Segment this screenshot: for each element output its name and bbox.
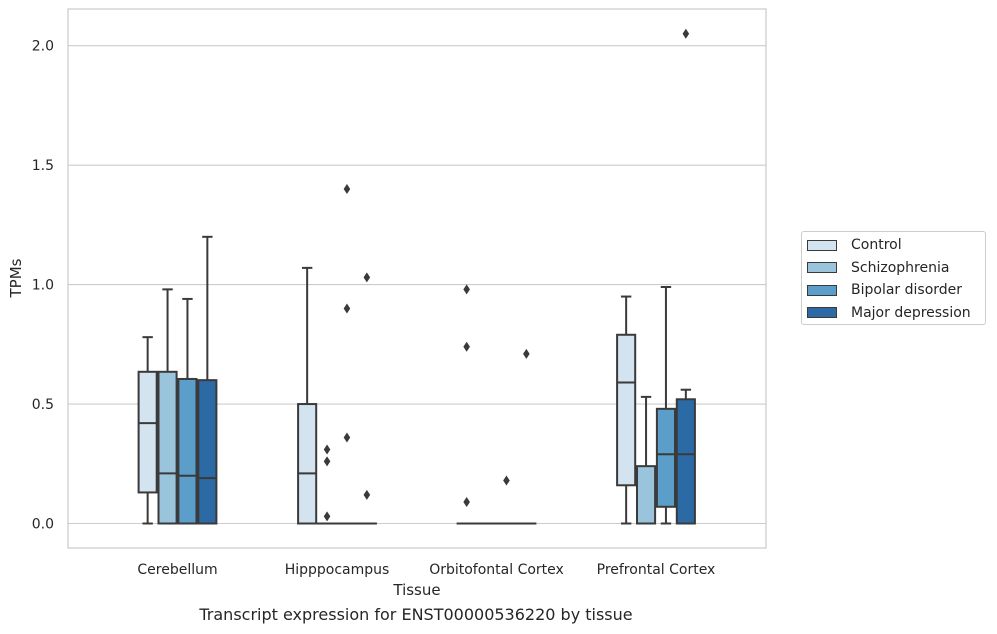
box-control-orbitofontal-cortex xyxy=(456,284,477,525)
legend-label: Control xyxy=(851,237,902,253)
outlier-point xyxy=(503,475,510,486)
outlier-point xyxy=(343,303,351,314)
box-schizophrenia-prefrontal-cortex xyxy=(636,395,657,525)
outlier-point xyxy=(463,284,470,295)
box-bipolar-disorder-orbitofontal-cortex xyxy=(496,475,517,525)
box-control-cerebellum xyxy=(137,336,158,525)
outlier-point xyxy=(363,489,371,500)
box xyxy=(675,398,696,525)
box xyxy=(157,370,178,525)
outlier-point xyxy=(363,272,371,283)
legend-item-schizophrenia: Schizophrenia xyxy=(807,258,949,278)
box-major-depression-cerebellum xyxy=(197,235,218,525)
x-axis-ticks: Cerebellum Hipppocampus Orbitofontal Corte… xyxy=(137,562,715,578)
box-major-depression-orbitofontal-cortex xyxy=(516,348,537,525)
legend-label: Bipolar disorder xyxy=(851,282,963,298)
box-control-prefrontal-cortex xyxy=(616,295,637,525)
box xyxy=(177,377,198,525)
outlier-point xyxy=(343,432,351,443)
outlier-point xyxy=(343,184,351,195)
box xyxy=(616,333,637,487)
box xyxy=(636,465,657,525)
legend-swatch xyxy=(807,307,837,318)
y-axis-label: TPMs xyxy=(7,258,25,298)
box-bipolar-disorder-prefrontal-cortex xyxy=(655,285,677,525)
y-tick-label: 1.0 xyxy=(32,278,54,294)
box-bipolar-disorder-cerebellum xyxy=(177,297,198,525)
legend-label: Schizophrenia xyxy=(851,259,950,276)
y-tick-label: 2.0 xyxy=(32,39,54,55)
box xyxy=(297,403,318,525)
outlier-point xyxy=(323,511,331,522)
box xyxy=(197,379,218,525)
outlier-point xyxy=(523,348,530,359)
box-control-hipppocampus xyxy=(297,266,318,525)
legend-item-control: Control xyxy=(807,235,902,255)
box-major-depression-prefrontal-cortex xyxy=(675,28,696,525)
legend-item-bipolar-disorder: Bipolar disorder xyxy=(807,280,962,300)
outlier-point xyxy=(463,341,470,352)
x-tick-label: Cerebellum xyxy=(137,562,217,578)
legend: Control Schizophrenia Bipolar disorder M… xyxy=(801,231,986,325)
box xyxy=(655,407,677,508)
outlier-point xyxy=(323,456,331,467)
box-bipolar-disorder-hipppocampus xyxy=(336,184,357,525)
box-major-depression-hipppocampus xyxy=(356,272,377,525)
box-schizophrenia-cerebellum xyxy=(157,288,178,525)
y-axis-ticks: 0.0 0.5 1.0 1.5 2.0 xyxy=(32,39,54,533)
y-tick-label: 0.5 xyxy=(32,397,54,413)
chart-title: Transcript expression for ENST0000053622… xyxy=(199,605,633,624)
legend-swatch xyxy=(807,262,837,273)
outlier-point xyxy=(682,28,690,39)
legend-label: Major depression xyxy=(851,304,971,321)
box xyxy=(137,370,158,494)
x-tick-label: Prefrontal Cortex xyxy=(597,562,716,578)
legend-swatch xyxy=(807,284,837,296)
y-tick-label: 1.5 xyxy=(32,158,54,174)
legend-item-major-depression: Major depression xyxy=(807,303,971,323)
x-tick-label: Orbitofontal Cortex xyxy=(429,562,564,578)
x-axis-label: Tissue xyxy=(392,581,440,599)
outlier-point xyxy=(323,444,331,455)
legend-swatch xyxy=(807,239,837,251)
x-tick-label: Hipppocampus xyxy=(285,562,390,578)
outlier-point xyxy=(463,496,470,507)
box-schizophrenia-hipppocampus xyxy=(317,444,338,525)
boxes xyxy=(137,28,696,525)
y-tick-label: 0.0 xyxy=(32,517,54,533)
